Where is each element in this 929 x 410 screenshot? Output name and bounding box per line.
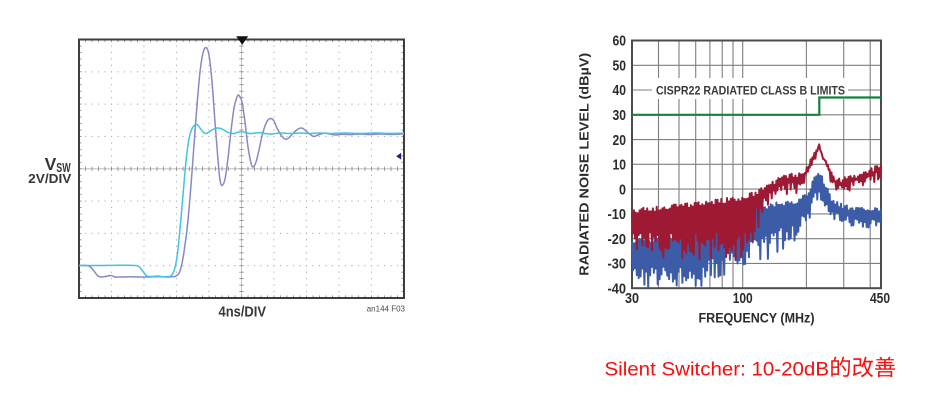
svg-text:0: 0 <box>619 181 626 198</box>
svg-text:60: 60 <box>613 33 627 50</box>
svg-text:30: 30 <box>613 107 627 124</box>
svg-text:450: 450 <box>870 290 890 307</box>
svg-text:Silent Switcher: 10-20dB: Silent Switcher: 10-20dB <box>605 358 830 380</box>
svg-text:-20: -20 <box>608 231 627 248</box>
svg-text:50: 50 <box>613 58 627 75</box>
svg-text:V: V <box>45 154 57 174</box>
svg-text:-10: -10 <box>608 206 627 223</box>
svg-text:20: 20 <box>613 132 627 149</box>
svg-text:100: 100 <box>733 290 753 307</box>
svg-text:2V/DIV: 2V/DIV <box>28 171 71 186</box>
svg-text:-40: -40 <box>608 280 627 297</box>
svg-text:4ns/DIV: 4ns/DIV <box>219 305 267 321</box>
svg-text:SW: SW <box>56 160 71 175</box>
svg-text:40: 40 <box>613 82 627 99</box>
svg-text:-30: -30 <box>608 256 627 273</box>
svg-text:an144 F03: an144 F03 <box>367 305 406 314</box>
svg-text:CISPR22 RADIATED CLASS B LIMIT: CISPR22 RADIATED CLASS B LIMITS <box>656 86 845 98</box>
svg-text:30: 30 <box>625 290 639 307</box>
svg-text:RADIATED NOISE LEVEL (dBµV): RADIATED NOISE LEVEL (dBµV) <box>577 53 592 276</box>
svg-text:10: 10 <box>613 157 627 174</box>
svg-text:FREQUENCY (MHz): FREQUENCY (MHz) <box>699 311 815 326</box>
